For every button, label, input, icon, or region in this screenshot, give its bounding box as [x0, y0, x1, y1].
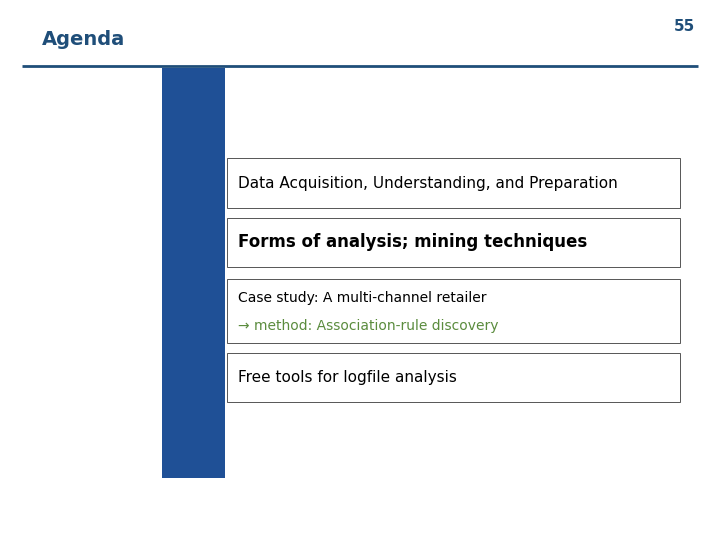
Text: → method: Association-rule discovery: → method: Association-rule discovery — [238, 319, 498, 333]
FancyBboxPatch shape — [227, 158, 680, 208]
Text: Forms of analysis; mining techniques: Forms of analysis; mining techniques — [238, 233, 587, 252]
Text: Free tools for logfile analysis: Free tools for logfile analysis — [238, 370, 456, 385]
Text: Case study: A multi-channel retailer: Case study: A multi-channel retailer — [238, 291, 486, 305]
FancyBboxPatch shape — [227, 218, 680, 267]
FancyBboxPatch shape — [227, 279, 680, 343]
Text: Data Acquisition, Understanding, and Preparation: Data Acquisition, Understanding, and Pre… — [238, 176, 617, 191]
FancyBboxPatch shape — [162, 68, 225, 478]
FancyBboxPatch shape — [227, 353, 680, 402]
Text: 55: 55 — [673, 19, 695, 34]
Text: Agenda: Agenda — [42, 30, 125, 49]
